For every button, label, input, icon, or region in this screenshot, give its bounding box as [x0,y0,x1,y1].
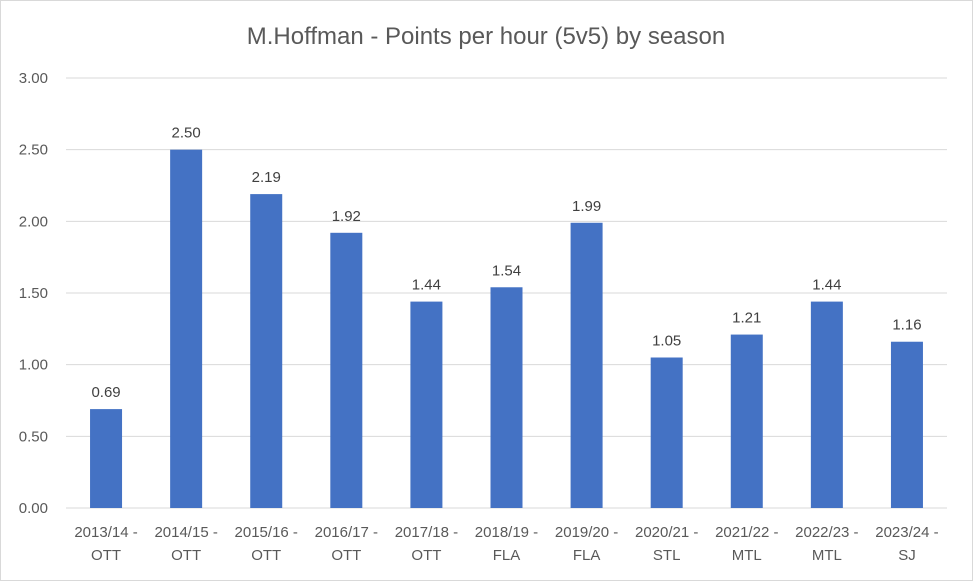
x-axis-ticks: 2013/14 - OTT 2014/15 - OTT 2015/16 - OTT 2016… [74,524,938,564]
bar [570,222,603,508]
bar [730,334,763,508]
x-tick-label: 2016/17 - [315,524,378,541]
x-tick-label: OTT [171,547,201,564]
x-tick-label: STL [653,547,681,564]
x-tick-label: OTT [251,547,281,564]
bar [250,194,283,508]
x-tick-label: OTT [411,547,441,564]
x-tick-label: 2018/19 - [475,524,538,541]
y-tick-label: 0.50 [19,428,48,445]
data-label: 1.44 [412,277,441,294]
y-tick-label: 3.00 [19,70,48,87]
y-tick-label: 2.50 [19,142,48,159]
x-tick-label: 2015/16 - [235,524,298,541]
y-tick-label: 1.50 [19,285,48,302]
data-label: 1.16 [892,317,921,334]
gridlines [66,77,947,509]
data-label: 0.69 [91,384,120,401]
data-labels: 0.69 2.50 2.19 1.92 1.44 1.54 1.99 1.05 1.21 1.44… [91,125,921,401]
x-tick-label: 2013/14 - [74,524,137,541]
chart-title: M.Hoffman - Points per hour (5v5) by sea… [247,23,725,50]
bars [90,149,923,509]
x-tick-label: 2014/15 - [154,524,217,541]
data-label: 1.54 [492,262,521,279]
y-tick-label: 0.00 [19,500,48,517]
x-tick-label: 2017/18 - [395,524,458,541]
data-label: 1.44 [812,277,841,294]
data-label: 2.19 [252,169,281,186]
y-axis-ticks: 0.00 0.50 1.00 1.50 2.00 2.50 3.00 [19,70,48,517]
bar [330,232,363,509]
x-tick-label: 2019/20 - [555,524,618,541]
x-tick-label: FLA [493,547,521,564]
x-tick-label: 2022/23 - [795,524,858,541]
x-tick-label: MTL [732,547,762,564]
y-tick-label: 2.00 [19,213,48,230]
data-label: 2.50 [172,125,201,142]
data-label: 1.92 [332,208,361,225]
x-tick-label: FLA [573,547,601,564]
bar [810,301,843,508]
bar [410,301,443,508]
x-tick-label: SJ [898,547,916,564]
data-label: 1.21 [732,310,761,327]
x-tick-label: 2020/21 - [635,524,698,541]
bar [490,287,523,508]
bar [650,357,683,508]
y-tick-label: 1.00 [19,357,48,374]
x-tick-label: OTT [331,547,361,564]
x-tick-label: 2023/24 - [875,524,938,541]
data-label: 1.99 [572,198,601,215]
bar [890,341,923,508]
bar [170,149,203,508]
x-tick-label: MTL [812,547,842,564]
x-tick-label: 2021/22 - [715,524,778,541]
x-tick-label: OTT [91,547,121,564]
data-label: 1.05 [652,333,681,350]
bar [90,409,123,508]
